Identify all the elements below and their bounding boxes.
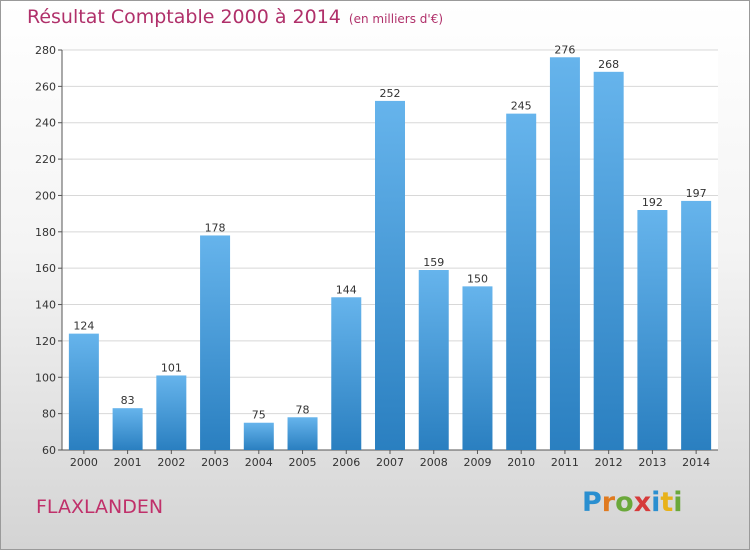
- logo-letter: t: [660, 487, 674, 518]
- data-label: 75: [252, 409, 266, 422]
- bar: [418, 270, 449, 450]
- y-tick-label: 160: [35, 262, 56, 275]
- x-tick-label: 2005: [289, 456, 317, 469]
- data-label: 83: [121, 394, 135, 407]
- bar: [243, 422, 274, 450]
- y-tick-label: 120: [35, 335, 56, 348]
- bar: [112, 408, 143, 450]
- y-tick-label: 100: [35, 371, 56, 384]
- data-label: 144: [336, 283, 357, 296]
- x-tick-label: 2013: [638, 456, 666, 469]
- x-tick-label: 2007: [376, 456, 404, 469]
- x-tick-label: 2008: [420, 456, 448, 469]
- y-tick-label: 280: [35, 44, 56, 57]
- chart-unit: (en milliers d'€): [348, 12, 444, 26]
- x-tick-label: 2014: [682, 456, 710, 469]
- x-tick-label: 2000: [70, 456, 98, 469]
- chart-title-text: Résultat Comptable 2000 à 2014: [27, 6, 341, 28]
- x-tick-label: 2012: [595, 456, 623, 469]
- bar: [287, 417, 318, 450]
- data-label: 178: [205, 221, 226, 234]
- data-label: 268: [598, 58, 619, 71]
- data-label: 124: [73, 320, 94, 333]
- bar: [637, 210, 668, 450]
- y-tick-label: 60: [42, 444, 56, 457]
- x-tick-label: 2001: [114, 456, 142, 469]
- x-tick-label: 2004: [245, 456, 273, 469]
- logo-letter: P: [582, 487, 602, 518]
- logo-letter: o: [615, 487, 634, 518]
- data-label: 276: [554, 43, 575, 56]
- data-label: 197: [686, 187, 707, 200]
- bar: [331, 297, 362, 450]
- place-name: FLAXLANDEN: [36, 496, 164, 518]
- data-label: 101: [161, 361, 182, 374]
- data-label: 159: [423, 256, 444, 269]
- proxiti-logo: Proxiti: [582, 487, 683, 518]
- y-tick-label: 260: [35, 80, 56, 93]
- y-tick-label: 140: [35, 299, 56, 312]
- bar: [506, 113, 537, 451]
- bar: [593, 71, 624, 451]
- data-label: 150: [467, 272, 488, 285]
- bar: [156, 375, 187, 450]
- logo-letter: i: [673, 487, 683, 518]
- bar: [549, 57, 580, 450]
- bar: [68, 333, 99, 450]
- y-tick-label: 180: [35, 226, 56, 239]
- x-tick-label: 2009: [463, 456, 491, 469]
- y-tick-label: 220: [35, 153, 56, 166]
- bar: [681, 200, 712, 450]
- data-label: 192: [642, 196, 663, 209]
- data-label: 78: [296, 403, 310, 416]
- x-tick-label: 2011: [551, 456, 579, 469]
- x-tick-label: 2002: [157, 456, 185, 469]
- x-tick-label: 2003: [201, 456, 229, 469]
- x-tick-label: 2006: [332, 456, 360, 469]
- data-label: 245: [511, 100, 532, 113]
- bar: [200, 235, 231, 450]
- data-label: 252: [380, 87, 401, 100]
- y-tick-label: 200: [35, 189, 56, 202]
- logo-letter: x: [633, 487, 652, 518]
- x-tick-label: 2010: [507, 456, 535, 469]
- bar: [462, 286, 493, 450]
- logo-letter: r: [601, 487, 616, 518]
- chart-title: Résultat Comptable 2000 à 2014 (en millie…: [27, 6, 443, 28]
- y-tick-label: 240: [35, 117, 56, 130]
- bar: [375, 100, 405, 450]
- y-tick-label: 80: [42, 408, 56, 421]
- logo-letter: i: [651, 487, 661, 518]
